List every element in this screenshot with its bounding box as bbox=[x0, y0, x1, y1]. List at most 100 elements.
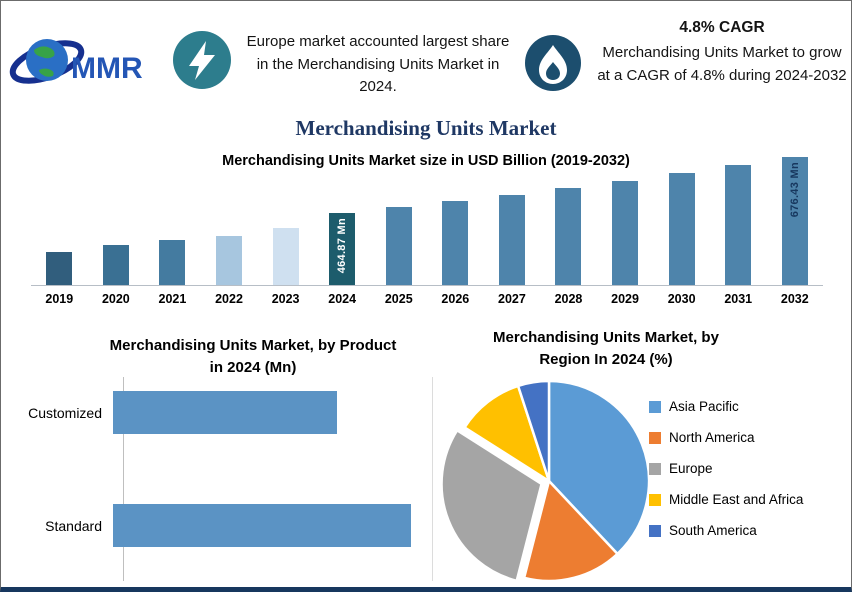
bar-2030 bbox=[668, 173, 695, 285]
legend-item-middle-east-and-africa: Middle East and Africa bbox=[649, 492, 803, 507]
legend-item-europe: Europe bbox=[649, 461, 803, 476]
bar-slot bbox=[88, 245, 145, 285]
bar-slot bbox=[710, 165, 767, 285]
bar-2019 bbox=[46, 252, 73, 285]
pie-slice-north-america bbox=[522, 478, 620, 583]
legend-swatch bbox=[649, 493, 661, 506]
product-bar-track bbox=[113, 504, 433, 547]
legend-label: Asia Pacific bbox=[669, 399, 739, 414]
bar-slot: 676.43 Mn bbox=[767, 157, 824, 285]
region-chart-title-line1: Merchandising Units Market, by bbox=[493, 329, 719, 346]
region-chart-title: Merchandising Units Market, by Region In… bbox=[446, 327, 766, 371]
legend-label: Europe bbox=[669, 461, 713, 476]
product-chart-title: Merchandising Units Market, by Product i… bbox=[43, 335, 463, 379]
product-bar-standard bbox=[113, 504, 411, 547]
logo-text: MMR bbox=[71, 52, 143, 85]
annual-chart-title: Merchandising Units Market size in USD B… bbox=[222, 153, 630, 169]
year-label: 2031 bbox=[724, 292, 753, 306]
legend-item-south-america: South America bbox=[649, 523, 803, 538]
year-label: 2025 bbox=[384, 292, 413, 306]
pie-slice-europe bbox=[440, 428, 543, 583]
product-axis-line bbox=[123, 377, 124, 581]
region-pie bbox=[437, 373, 661, 587]
year-label: 2023 bbox=[271, 292, 300, 306]
bar-slot: 464.87 Mn bbox=[314, 213, 371, 285]
bar-2022 bbox=[216, 236, 243, 285]
bar-slot bbox=[540, 188, 597, 285]
region-legend: Asia Pacific North America Europe Middle Ea… bbox=[649, 399, 803, 554]
bar-slot bbox=[484, 195, 541, 285]
mmr-logo: MMR bbox=[9, 21, 167, 105]
year-label: 2022 bbox=[215, 292, 243, 306]
bar-2023 bbox=[272, 228, 299, 285]
bar-2029 bbox=[612, 181, 639, 285]
product-chart-title-line2: in 2024 (Mn) bbox=[209, 358, 297, 376]
year-label: 2020 bbox=[101, 292, 130, 306]
lightning-badge bbox=[173, 31, 231, 89]
lightning-icon bbox=[189, 41, 215, 80]
year-label: 2024 bbox=[328, 292, 357, 306]
year-label: 2021 bbox=[158, 292, 187, 306]
pie-slice-asia-pacific bbox=[547, 379, 651, 556]
annual-bar-plot: 464.87 Mn 676.43 Mn bbox=[31, 157, 824, 286]
product-row: Standard bbox=[13, 504, 433, 547]
bar-slot bbox=[653, 173, 710, 285]
legend-swatch bbox=[649, 524, 661, 537]
legend-label: North America bbox=[669, 430, 755, 445]
bar-slot bbox=[144, 240, 201, 285]
cagr-title: 4.8% CAGR bbox=[679, 19, 765, 36]
legend-item-north-america: North America bbox=[649, 430, 803, 445]
pie-slice-middle-east-and-africa bbox=[462, 384, 552, 484]
legend-label: South America bbox=[669, 523, 757, 538]
page-title: Merchandising Units Market bbox=[295, 116, 557, 140]
bar-slot bbox=[370, 207, 427, 285]
product-bar-rows: Customized Standard bbox=[13, 379, 433, 579]
product-label: Customized bbox=[28, 404, 102, 421]
cagr-text: Merchandising Units Market to grow at a … bbox=[597, 44, 847, 84]
pie-slice-south-america bbox=[516, 379, 551, 482]
bar-slot bbox=[427, 201, 484, 285]
highlight-left-text: Europe market accounted largest share in… bbox=[246, 33, 510, 95]
bar-slot bbox=[597, 181, 654, 285]
bar-2025 bbox=[385, 207, 412, 285]
region-pie-svg bbox=[440, 379, 651, 583]
flame-icon bbox=[539, 45, 567, 84]
legend-swatch bbox=[649, 400, 661, 413]
legend-item-asia-pacific: Asia Pacific bbox=[649, 399, 803, 414]
bar-slot bbox=[31, 252, 88, 285]
annual-bar-categories: 2019 2020 2021 2022 2023 2024 2025 2026 2027 2028… bbox=[31, 292, 823, 306]
bar-2031 bbox=[725, 165, 752, 285]
globe-continent bbox=[34, 46, 55, 59]
bar-2032: 676.43 Mn bbox=[781, 157, 808, 285]
bar-value-label: 464.87 Mn bbox=[336, 218, 349, 274]
product-row: Customized bbox=[13, 391, 433, 434]
bar-2020 bbox=[102, 245, 129, 285]
year-label: 2032 bbox=[780, 292, 809, 306]
year-label: 2029 bbox=[611, 292, 639, 306]
bar-value-label: 676.43 Mn bbox=[788, 162, 801, 218]
product-label: Standard bbox=[45, 517, 102, 534]
product-chart-title-line1: Merchandising Units Market, by Product bbox=[109, 337, 397, 354]
legend-swatch bbox=[649, 431, 661, 444]
bar-2026 bbox=[442, 201, 469, 285]
highlight-right: 4.8% CAGR Merchandising Units Market to … bbox=[597, 19, 847, 87]
year-label: 2019 bbox=[45, 292, 74, 306]
legend-swatch bbox=[649, 462, 661, 475]
year-label: 2030 bbox=[667, 292, 696, 306]
year-label: 2026 bbox=[441, 292, 470, 306]
bar-2021 bbox=[159, 240, 186, 285]
globe-continent bbox=[39, 68, 54, 77]
bar-2024: 464.87 Mn bbox=[329, 213, 356, 285]
product-gridline bbox=[432, 377, 433, 581]
region-chart-title-line2: Region In 2024 (%) bbox=[539, 350, 673, 368]
bar-slot bbox=[201, 236, 258, 285]
product-bar-customized bbox=[113, 391, 337, 434]
product-bar-track bbox=[113, 391, 433, 434]
year-label: 2027 bbox=[498, 292, 526, 306]
legend-label: Middle East and Africa bbox=[669, 492, 804, 507]
bar-2028 bbox=[555, 188, 582, 285]
bar-2027 bbox=[498, 195, 525, 285]
year-label: 2028 bbox=[554, 292, 583, 306]
flame-badge bbox=[525, 35, 581, 91]
